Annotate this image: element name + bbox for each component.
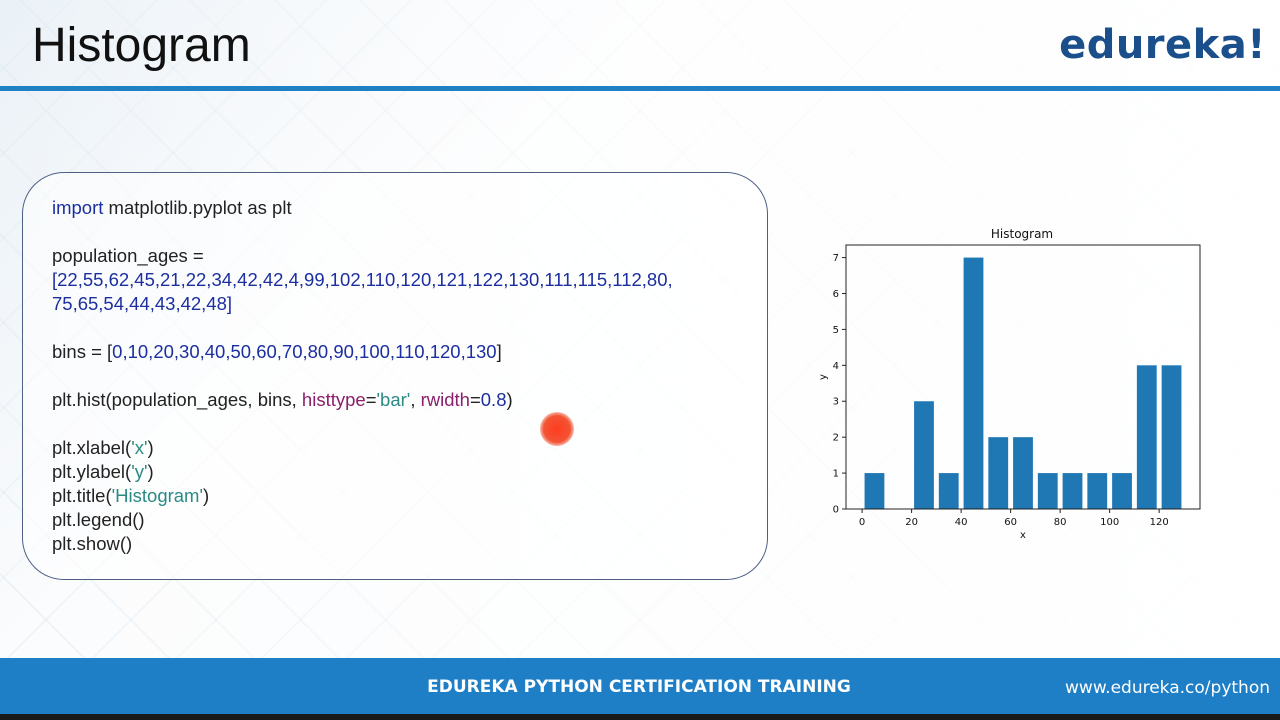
histogram-bar bbox=[1161, 365, 1182, 509]
code-keyword: import bbox=[52, 197, 104, 218]
y-tick-label: 1 bbox=[833, 469, 839, 480]
chart-y-ticks: 0 1 2 3 4 5 6 7 bbox=[833, 253, 846, 516]
histogram-bar bbox=[914, 401, 934, 509]
footer-course-title-text: EDUREKA PYTHON CERTIFICATION TRAINING bbox=[427, 677, 851, 697]
code-line-show: plt.show() bbox=[52, 532, 752, 556]
code-text: ) bbox=[147, 437, 154, 458]
y-tick-label: 6 bbox=[833, 289, 839, 300]
slide-title: Histogram bbox=[32, 19, 251, 72]
y-tick-label: 5 bbox=[833, 325, 839, 336]
histogram-bar bbox=[1013, 437, 1033, 509]
code-line-population-values-2: 75,65,54,44,43,42,48] bbox=[52, 292, 752, 316]
histogram-bar bbox=[1037, 473, 1058, 509]
chart-bars bbox=[864, 257, 1182, 509]
y-tick-label: 7 bbox=[833, 253, 839, 264]
bottom-strip bbox=[0, 714, 1280, 720]
x-tick-label: 120 bbox=[1150, 517, 1169, 528]
code-argument: histtype bbox=[301, 389, 366, 410]
code-text: ) bbox=[506, 389, 513, 410]
histogram-bar bbox=[938, 473, 959, 509]
code-block: import matplotlib.pyplot as plt populati… bbox=[52, 196, 752, 556]
edureka-logo: edureka! bbox=[1059, 22, 1266, 68]
code-text: plt.title( bbox=[52, 485, 112, 506]
histogram-bar bbox=[864, 473, 885, 509]
title-divider bbox=[0, 86, 1280, 91]
histogram-bar bbox=[1112, 473, 1132, 509]
x-tick-label: 60 bbox=[1004, 517, 1017, 528]
pointer-highlight-icon bbox=[540, 412, 574, 446]
code-text: population_ages = bbox=[52, 245, 204, 266]
code-argument: rwidth bbox=[420, 389, 470, 410]
code-line-title: plt.title('Histogram') bbox=[52, 484, 752, 508]
code-blank-line bbox=[52, 220, 752, 244]
y-tick-label: 2 bbox=[833, 433, 839, 444]
code-text: plt.xlabel( bbox=[52, 437, 132, 458]
x-tick-label: 100 bbox=[1100, 517, 1119, 528]
chart-y-label: y bbox=[818, 374, 829, 380]
code-number-list: 0,10,20,30,40,50,60,70,80,90,100,110,120… bbox=[112, 341, 497, 362]
code-blank-line bbox=[52, 316, 752, 340]
code-string: 'bar' bbox=[376, 389, 411, 410]
chart-x-label: x bbox=[1020, 530, 1026, 541]
code-text: = bbox=[365, 389, 377, 410]
histogram-bar bbox=[1136, 365, 1157, 509]
code-text: plt.show() bbox=[52, 533, 133, 554]
code-line-hist: plt.hist(population_ages, bins, histtype… bbox=[52, 388, 752, 412]
code-text: ) bbox=[147, 461, 154, 482]
code-line-population: population_ages = bbox=[52, 244, 752, 268]
histogram-bar bbox=[963, 257, 984, 509]
footer-course-title: EDUREKA PYTHON CERTIFICATION TRAINING bbox=[0, 677, 1280, 697]
y-tick-label: 3 bbox=[833, 397, 839, 408]
footer-bar: EDUREKA PYTHON CERTIFICATION TRAINING ww… bbox=[0, 658, 1280, 720]
x-tick-label: 0 bbox=[859, 517, 865, 528]
histogram-bar bbox=[988, 437, 1009, 509]
chart-plot-frame bbox=[845, 244, 1201, 510]
code-line-legend: plt.legend() bbox=[52, 508, 752, 532]
histogram-chart: Histogram 0 1 2 3 4 5 6 7 0 20 40 60 80 100 120 x y bbox=[818, 227, 1201, 541]
code-blank-line bbox=[52, 364, 752, 388]
code-text: , bbox=[410, 389, 421, 410]
code-blank-line bbox=[52, 412, 752, 436]
code-line-bins: bins = [0,10,20,30,40,50,60,70,80,90,100… bbox=[52, 340, 752, 364]
code-string: 'y' bbox=[131, 461, 148, 482]
code-text: = bbox=[469, 389, 481, 410]
y-tick-label: 4 bbox=[833, 361, 839, 372]
code-line-import: import matplotlib.pyplot as plt bbox=[52, 196, 752, 220]
code-text: plt.hist(population_ages, bins, bbox=[52, 389, 302, 410]
code-number-list: [22,55,62,45,21,22,34,42,42,4,99,102,110… bbox=[52, 269, 673, 290]
code-number: 0.8 bbox=[480, 389, 507, 410]
chart-x-ticks: 0 20 40 60 80 100 120 bbox=[859, 509, 1169, 528]
code-line-ylabel: plt.ylabel('y') bbox=[52, 460, 752, 484]
code-string: 'Histogram' bbox=[111, 485, 204, 506]
footer-url: www.edureka.co/python bbox=[1065, 678, 1270, 698]
code-line-population-values-1: [22,55,62,45,21,22,34,42,42,4,99,102,110… bbox=[52, 268, 752, 292]
code-string: 'x' bbox=[131, 437, 148, 458]
x-tick-label: 40 bbox=[955, 517, 968, 528]
chart-title: Histogram bbox=[991, 227, 1053, 241]
code-line-xlabel: plt.xlabel('x') bbox=[52, 436, 752, 460]
x-tick-label: 20 bbox=[905, 517, 918, 528]
code-text: ] bbox=[496, 341, 502, 362]
x-tick-label: 80 bbox=[1054, 517, 1067, 528]
code-number-list: 75,65,54,44,43,42,48] bbox=[52, 293, 233, 314]
code-text: plt.ylabel( bbox=[52, 461, 132, 482]
code-text: plt.legend() bbox=[52, 509, 145, 530]
y-tick-label: 0 bbox=[833, 505, 839, 516]
histogram-bar bbox=[1062, 473, 1083, 509]
code-text: matplotlib.pyplot as plt bbox=[103, 197, 292, 218]
histogram-bar bbox=[1087, 473, 1108, 509]
code-text: bins = [ bbox=[52, 341, 113, 362]
code-panel bbox=[22, 172, 768, 580]
code-text: ) bbox=[203, 485, 210, 506]
